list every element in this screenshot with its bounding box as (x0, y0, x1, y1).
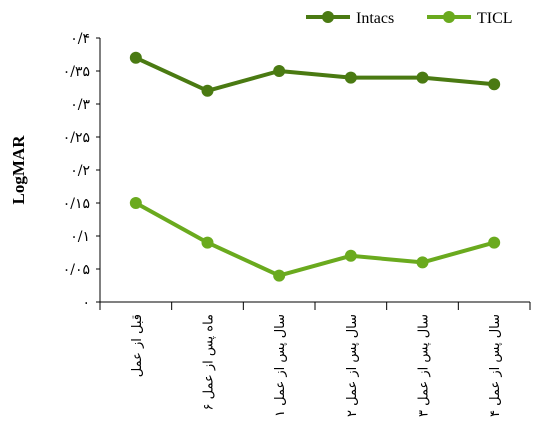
legend-swatch-marker (322, 11, 334, 23)
x-category-label: ۳ سال پس از عمل (417, 314, 432, 417)
x-category-label: قبل از عمل (130, 314, 145, 377)
y-tick-label: ۰/۱۵ (63, 196, 90, 212)
x-category-label: ۱ سال پس از عمل (273, 314, 288, 417)
legend-label: TICL (477, 10, 513, 27)
series-intacs (129, 51, 501, 97)
legend-label: Intacs (356, 10, 394, 27)
data-point (416, 71, 429, 84)
series-layer (129, 51, 501, 282)
y-axis-title: LogMAR (9, 135, 28, 205)
legend-swatch-marker (443, 11, 455, 23)
data-point (416, 256, 429, 269)
y-tick-label: ۰/۲ (70, 163, 90, 179)
series-line (134, 55, 495, 93)
y-tick-label: ۰/۰۵ (63, 262, 90, 278)
data-point (344, 71, 357, 84)
data-point (201, 236, 214, 249)
y-tick-label: ۰ (82, 295, 90, 311)
series-ticl (129, 197, 501, 282)
x-category-label: ۶ ماه پس از عمل (202, 314, 217, 410)
series-line (134, 201, 495, 278)
y-tick-label: ۰/۲۵ (63, 130, 90, 146)
y-tick-label: ۰/۱ (70, 229, 90, 245)
y-tick-label: ۰/۳۵ (63, 64, 90, 80)
data-point (201, 84, 214, 97)
data-point (273, 269, 286, 282)
x-axis: قبل از عمل ۶ ماه پس از عمل ۱ سال پس از عمل… (99, 301, 531, 417)
data-point (129, 197, 142, 209)
y-tick-label: ۰/۴ (70, 31, 90, 47)
x-category-label: ۴ سال پس از عمل (488, 314, 503, 417)
data-point (488, 236, 501, 249)
legend: Intacs TICL (306, 10, 513, 27)
data-point (488, 78, 501, 91)
y-tick-label: ۰/۳ (70, 97, 90, 113)
y-axis: ۰ ۰/۰۵ ۰/۱ ۰/۱۵ ۰/۲ ۰/۲۵ ۰/۳ ۰/۳۵ ۰/۴ (63, 31, 101, 311)
x-category-label: ۲ سال پس از عمل (345, 314, 360, 417)
data-point (344, 249, 357, 262)
legend-item: Intacs (306, 10, 394, 27)
data-point (273, 65, 286, 77)
legend-item: TICL (427, 10, 513, 27)
data-point (129, 51, 142, 64)
